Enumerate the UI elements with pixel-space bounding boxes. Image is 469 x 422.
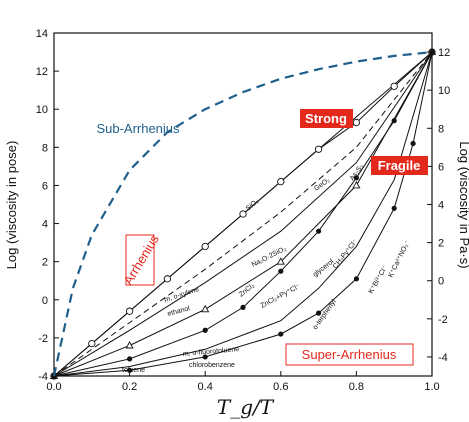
- y-left-tick-label: -4: [38, 371, 48, 383]
- x-tick-label: 0.0: [46, 381, 61, 393]
- data-point: [276, 257, 285, 265]
- x-axis: 0.0 0.2 0.4 0.6 0.8 1.0: [46, 371, 440, 393]
- data-point: [88, 339, 96, 348]
- series-line: [53, 51, 433, 377]
- material-label-glycerol: glycerol: [312, 258, 336, 279]
- strong-label-box: Strong: [300, 109, 353, 128]
- y-left-tick-label: 10: [36, 104, 48, 116]
- y-right-tick-label: 2: [438, 238, 444, 250]
- y-left-tick-label: 2: [42, 257, 48, 269]
- fragile-label-box: Fragile: [371, 156, 428, 175]
- data-point: [410, 140, 416, 147]
- x-tick-label: 0.4: [198, 381, 213, 393]
- sub-arrhenius-layer: [52, 51, 433, 377]
- y-right-tick-label: 8: [438, 123, 444, 135]
- data-point: [202, 327, 208, 333]
- data-point: [429, 49, 435, 55]
- material-label-ch3py: CH₃Py⁺Cl⁻: [332, 238, 359, 270]
- data-point: [125, 307, 134, 315]
- y-left-tick-label: 8: [42, 142, 48, 154]
- data-point: [278, 268, 284, 274]
- arrhenius-label-box: Arrhenius: [120, 232, 162, 288]
- data-point: [125, 341, 134, 349]
- data-point: [316, 310, 322, 316]
- strong-label: Strong: [305, 111, 347, 126]
- material-label-chlorobenzene: chlorobenzene: [189, 362, 235, 369]
- data-point: [391, 118, 397, 124]
- y-right-tick-label: 6: [438, 161, 444, 173]
- data-point: [240, 304, 246, 310]
- series-line: [53, 51, 433, 377]
- data-point: [127, 356, 133, 362]
- data-point: [352, 118, 361, 127]
- data-point: [316, 228, 322, 234]
- material-label-fluorotoluene: m, o-fluorotoluene: [183, 346, 240, 358]
- material-label-toluene: toluene: [122, 367, 145, 374]
- x-tick-label: 0.8: [349, 381, 364, 393]
- right-y-axis: -4 -2 0 2 4 6 8 10 12: [427, 47, 450, 364]
- y-axis-title-left: Log (viscosity in pose): [4, 141, 19, 270]
- y-left-tick-label: 0: [42, 295, 48, 307]
- y-left-tick-label: 6: [42, 180, 48, 192]
- fragile-label: Fragile: [378, 158, 421, 173]
- data-point: [201, 242, 209, 251]
- series-line: [53, 51, 433, 377]
- material-label-na2o: Na₂O·2SiO₂: [251, 245, 288, 268]
- material-label-xylene: m, o-xylene: [163, 286, 200, 304]
- material-label-kca: K⁺Ca²⁺NO₃⁻: [388, 239, 412, 279]
- y-right-tick-label: -4: [438, 352, 448, 364]
- data-point: [391, 205, 397, 211]
- material-label-ethanol: ethanol: [167, 305, 191, 318]
- y-left-tick-label: 4: [42, 219, 48, 231]
- y-right-tick-label: 12: [438, 47, 450, 59]
- data-point: [201, 304, 210, 313]
- data-point: [239, 210, 247, 218]
- super-arrhenius-label-box: Super-Arrhenius: [285, 343, 414, 366]
- material-label-kbi: K⁺Bi³⁺Cl⁻: [368, 264, 390, 295]
- x-tick-label: 0.2: [122, 381, 137, 393]
- data-point: [353, 276, 359, 282]
- data-point: [390, 82, 398, 91]
- y-right-tick-label: 10: [438, 85, 450, 97]
- series-line: [53, 51, 433, 377]
- y-axis-title-right: Log (viscosity in Pa·s): [457, 141, 469, 268]
- material-label-zncl2-py: ZnCl₂+Py⁺Cl⁻: [260, 283, 302, 310]
- material-label-sio2: SiO₂: [245, 198, 261, 213]
- data-point: [127, 367, 133, 373]
- material-label-zncl2: ZnCl₂: [238, 282, 256, 298]
- material-label-geo2: GeO₂: [313, 177, 332, 193]
- y-left-tick-label: 14: [36, 28, 48, 40]
- data-point: [314, 145, 323, 153]
- super-arrhenius-label: Super-Arrhenius: [302, 347, 397, 362]
- series-layer: [49, 47, 437, 380]
- y-right-tick-label: 4: [438, 200, 444, 212]
- x-tick-label: 0.6: [273, 381, 288, 393]
- sub-arrhenius-label: Sub-Arrhenius: [96, 121, 180, 136]
- data-point: [278, 331, 284, 337]
- x-tick-label: 1.0: [424, 381, 439, 393]
- data-point: [163, 275, 172, 283]
- y-left-tick-label: -2: [38, 333, 48, 345]
- data-point: [202, 354, 208, 360]
- x-axis-title: T_g/T: [217, 395, 275, 419]
- left-y-axis: -4 -2 0 2 4 6 8 10 12 14: [36, 28, 59, 383]
- sub-arrhenius-curve: [52, 51, 433, 377]
- data-point: [277, 177, 285, 186]
- y-left-tick-label: 12: [36, 66, 48, 78]
- y-right-tick-label: 0: [438, 276, 444, 288]
- y-right-tick-label: -2: [438, 314, 448, 326]
- data-point: [352, 181, 361, 189]
- data-point: [353, 175, 359, 181]
